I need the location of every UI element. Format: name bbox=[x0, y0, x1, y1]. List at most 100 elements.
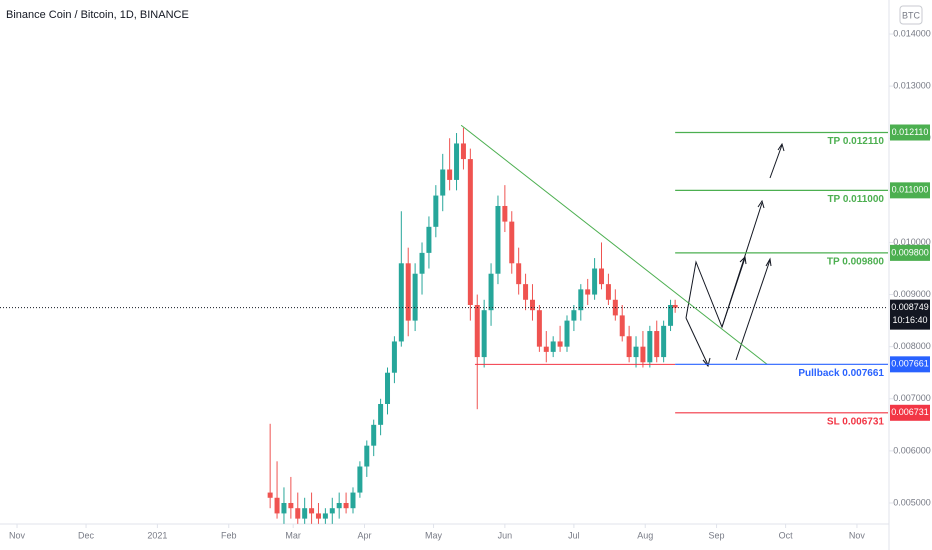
candle-body bbox=[426, 226, 432, 253]
candle-body bbox=[571, 310, 577, 321]
candle-body bbox=[398, 263, 404, 342]
candle-body bbox=[592, 268, 598, 295]
symbol-button[interactable] bbox=[899, 5, 923, 25]
candle-body bbox=[447, 169, 453, 180]
y-tick-label: 0.013000 bbox=[893, 81, 931, 91]
level-label: TP 0.011000 bbox=[827, 194, 884, 205]
candle-body bbox=[378, 403, 384, 425]
candle-body bbox=[585, 289, 591, 295]
candle-body bbox=[474, 304, 480, 358]
candle-body bbox=[405, 263, 411, 321]
y-tick-label: 0.010000 bbox=[893, 237, 931, 247]
candle-body bbox=[509, 221, 515, 264]
chart-title: Binance Coin / Bitcoin, 1D, BINANCE bbox=[6, 9, 189, 21]
candle-body bbox=[605, 284, 611, 300]
candle-body bbox=[350, 492, 356, 509]
y-tick-label: 0.009000 bbox=[893, 289, 931, 299]
price-tag bbox=[890, 124, 930, 141]
candle-body bbox=[564, 320, 570, 347]
candle-body bbox=[336, 502, 342, 509]
candle-body bbox=[619, 315, 625, 337]
x-tick-label: Nov bbox=[9, 530, 26, 540]
candle-body bbox=[288, 502, 294, 509]
candle-body bbox=[633, 346, 639, 358]
candle-body bbox=[661, 325, 667, 358]
price-tag bbox=[890, 182, 930, 199]
candle-body bbox=[315, 513, 321, 519]
price-tag-label: 0.006731 bbox=[891, 407, 929, 417]
price-tag bbox=[890, 244, 930, 261]
candle-body bbox=[385, 372, 391, 404]
x-tick-label: Jul bbox=[568, 530, 580, 540]
candle-body bbox=[536, 310, 542, 347]
candle-body bbox=[543, 346, 549, 352]
candle-body bbox=[412, 273, 418, 321]
candle-body bbox=[668, 304, 674, 326]
symbol-button-label[interactable]: BTC bbox=[902, 10, 921, 20]
y-tick-label: 0.008000 bbox=[893, 341, 931, 351]
level-label: TP 0.009800 bbox=[827, 257, 885, 268]
candle-body bbox=[309, 508, 315, 514]
candle-body bbox=[357, 466, 363, 493]
y-tick-label: 0.014000 bbox=[893, 28, 931, 38]
candle-body bbox=[599, 268, 605, 285]
price-tag-label: 0.007661 bbox=[891, 359, 929, 369]
candle-body bbox=[364, 445, 370, 467]
candle-body bbox=[502, 205, 508, 222]
candle-body bbox=[419, 252, 425, 274]
candle-body bbox=[281, 502, 287, 514]
price-tag-label: 0.012110 bbox=[892, 127, 929, 137]
candle-body bbox=[274, 497, 280, 514]
candle-body bbox=[454, 143, 460, 180]
candle-body bbox=[467, 159, 473, 305]
level-label: TP 0.012110 bbox=[827, 136, 884, 147]
plot-area bbox=[267, 127, 678, 524]
x-tick-label: Nov bbox=[849, 530, 866, 540]
candle-body bbox=[523, 284, 529, 300]
candle-body bbox=[481, 310, 487, 358]
current-price-tag bbox=[890, 299, 930, 330]
y-tick-label: 0.007000 bbox=[893, 393, 931, 403]
candle-body bbox=[654, 331, 660, 358]
x-tick-label: Feb bbox=[221, 530, 237, 540]
current-price-label: 0.008749 bbox=[891, 302, 929, 312]
candle-body bbox=[433, 195, 439, 227]
x-tick-label: Aug bbox=[637, 530, 653, 540]
y-tick-label: 0.006000 bbox=[893, 445, 931, 455]
candle-body bbox=[557, 341, 563, 347]
candle-body bbox=[371, 424, 377, 446]
x-tick-label: May bbox=[425, 530, 443, 540]
candle-body bbox=[626, 336, 632, 358]
candle-body bbox=[550, 341, 556, 352]
y-tick-label: 0.005000 bbox=[893, 497, 931, 507]
candle-body bbox=[460, 143, 466, 160]
candle-body bbox=[578, 289, 584, 311]
x-tick-label: Apr bbox=[357, 530, 371, 540]
candle-body bbox=[640, 346, 646, 363]
x-tick-label: Dec bbox=[78, 530, 95, 540]
candle-body bbox=[391, 341, 397, 373]
candle-body bbox=[343, 502, 349, 509]
candle-body bbox=[672, 304, 678, 308]
price-tag bbox=[890, 404, 930, 421]
price-tag-label: 0.011000 bbox=[892, 185, 929, 195]
level-label: Pullback 0.007661 bbox=[798, 368, 884, 379]
candle-body bbox=[647, 331, 653, 363]
candle-body bbox=[495, 205, 501, 274]
x-tick-label: Jun bbox=[498, 530, 513, 540]
candle-body bbox=[322, 513, 328, 519]
countdown-label: 10:16:40 bbox=[892, 315, 927, 325]
candle-body bbox=[440, 169, 446, 196]
x-tick-label: Sep bbox=[709, 530, 725, 540]
candle-body bbox=[329, 508, 335, 514]
level-label: SL 0.006731 bbox=[827, 416, 885, 427]
candle-body bbox=[516, 263, 522, 285]
x-tick-label: Mar bbox=[285, 530, 301, 540]
projection-arrows bbox=[685, 142, 785, 368]
candle-body bbox=[302, 508, 308, 519]
price-tag bbox=[890, 356, 930, 373]
trendline bbox=[460, 124, 768, 365]
price-tag-label: 0.009800 bbox=[891, 247, 929, 257]
candle-body bbox=[267, 492, 273, 498]
